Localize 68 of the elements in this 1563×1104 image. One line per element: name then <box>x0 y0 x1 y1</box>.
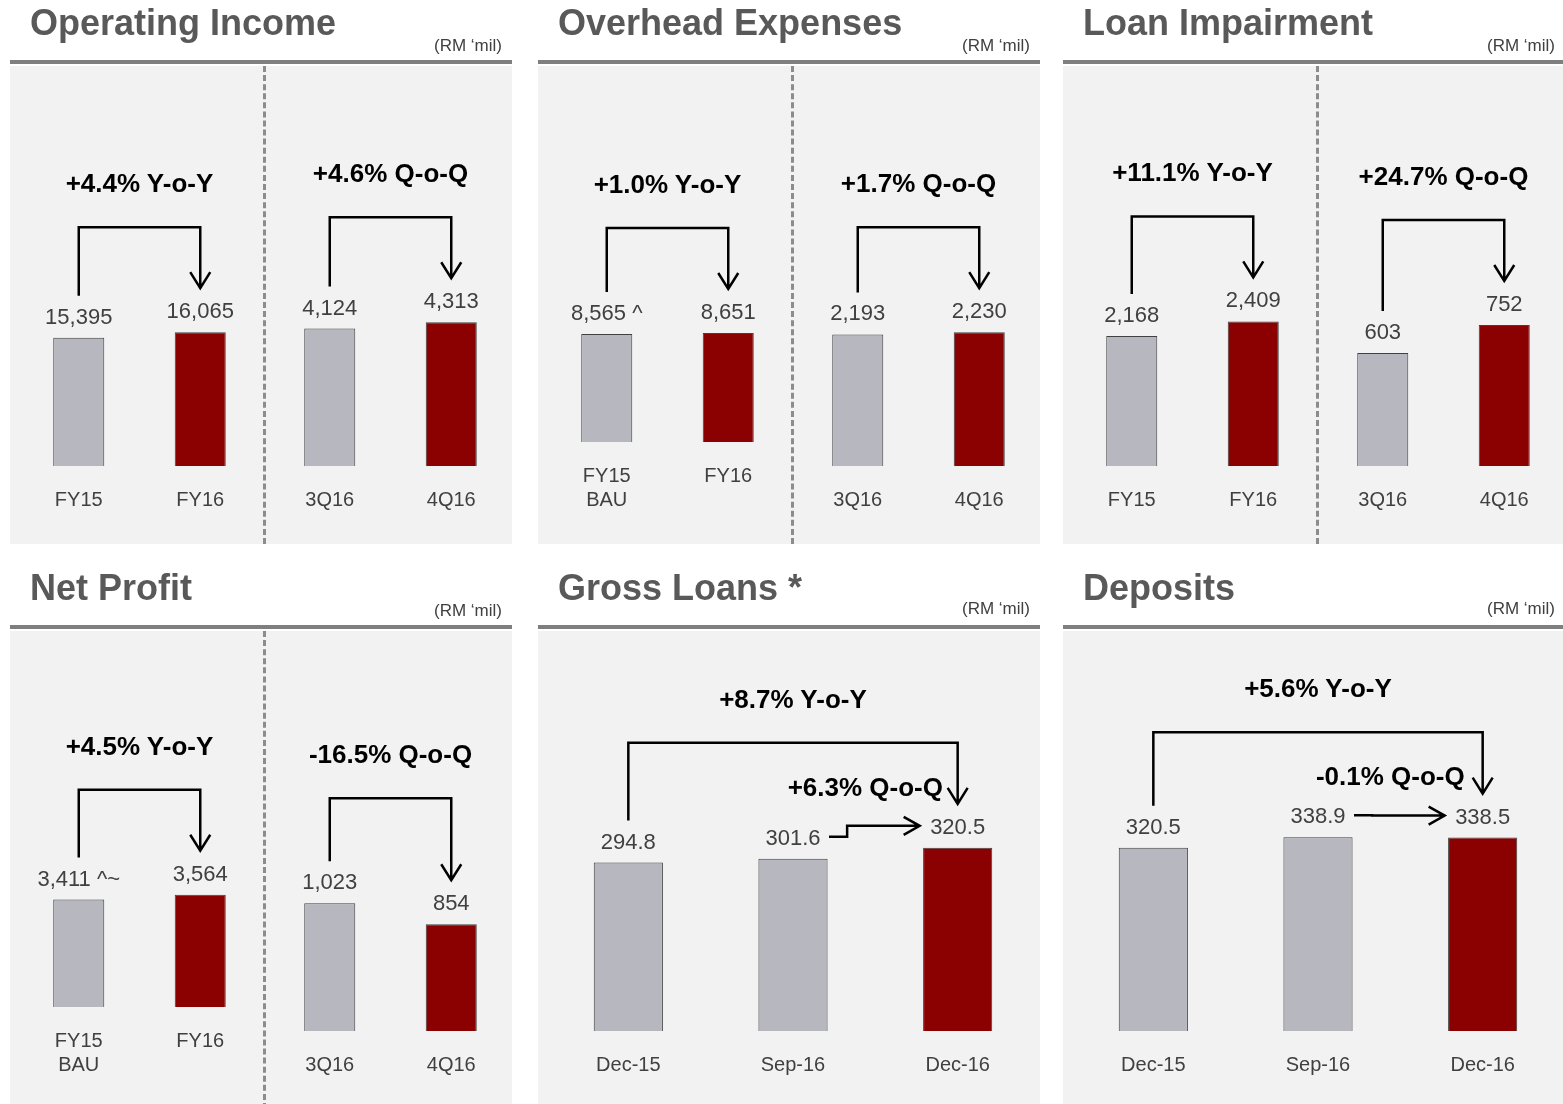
text: +11.1% Y-o-Y <box>1112 157 1273 188</box>
x-tick-label: 4Q16 <box>426 487 476 510</box>
data-label: 2,168 <box>1104 301 1160 327</box>
data-label: 294.8 <box>600 828 656 854</box>
x-tick-label: 4Q16 <box>426 1052 476 1075</box>
chart-title: Gross Loans * <box>558 567 803 609</box>
data-label: 16,065 <box>166 298 234 324</box>
x-tick-label: 4Q16 <box>954 487 1004 510</box>
data-label: 752 <box>1485 291 1523 316</box>
x-tick-label: 4Q16 <box>1479 487 1529 510</box>
text: -0.1% Q-o-Q <box>1315 761 1465 792</box>
x-tick-label: 3Q16 <box>833 487 883 510</box>
text: -16.5% Q-o-Q <box>308 739 473 770</box>
chart-subtitle: (RM ‘mil) <box>1487 36 1555 56</box>
x-tick-label: 3Q16 <box>305 487 355 510</box>
x-tick-label: FY15 <box>54 487 103 510</box>
data-label: 2,193 <box>830 300 886 326</box>
data-label: 338.9 <box>1290 803 1346 829</box>
chart-title: Net Profit <box>30 567 192 609</box>
data-label: 301.6 <box>765 824 821 850</box>
data-label: 4,313 <box>423 288 479 314</box>
text: +1.0% Y-o-Y <box>593 169 742 199</box>
data-label: 320.5 <box>930 813 986 839</box>
data-label: 4,124 <box>302 294 358 320</box>
data-label: 338.5 <box>1455 803 1511 829</box>
chart-subtitle: (RM ‘mil) <box>1487 599 1555 619</box>
text: +4.5% Y-o-Y <box>65 730 214 761</box>
text: +4.4% Y-o-Y <box>65 168 214 199</box>
chart-title: Loan Impairment <box>1083 2 1374 44</box>
data-label: 320.5 <box>1125 813 1181 839</box>
data-label: 15,395 <box>45 303 113 329</box>
text: +24.7% Q-o-Q <box>1358 161 1529 191</box>
chart-subtitle: (RM ‘mil) <box>434 601 502 621</box>
x-tick-label: FY16 <box>704 463 753 486</box>
text: +8.7% Y-o-Y <box>719 683 867 714</box>
chart-title: Deposits <box>1083 567 1236 609</box>
data-label: 603 <box>1364 318 1402 344</box>
x-tick-label: FY15 BAU <box>582 463 631 510</box>
x-tick-label: Dec-15 <box>596 1052 661 1075</box>
chart-subtitle: (RM ‘mil) <box>434 36 502 56</box>
x-tick-label: FY16 <box>176 487 225 510</box>
data-label: 3,411 ^~ <box>37 865 121 891</box>
x-tick-label: FY15 BAU <box>54 1028 103 1075</box>
text: +6.3% Q-o-Q <box>787 771 943 802</box>
x-tick-label: Dec-15 <box>1121 1052 1186 1075</box>
x-tick-label: Dec-16 <box>925 1052 990 1075</box>
x-tick-label: Dec-16 <box>1450 1052 1515 1075</box>
chart-title: Operating Income <box>30 2 337 44</box>
x-tick-label: FY16 <box>1229 487 1278 510</box>
text: +1.7% Q-o-Q <box>840 168 997 199</box>
x-tick-label: FY15 <box>1107 487 1156 510</box>
x-tick-label: 3Q16 <box>305 1052 355 1075</box>
data-label: 2,230 <box>951 298 1007 324</box>
data-label: 1,023 <box>302 869 358 895</box>
data-label: 8,651 <box>700 299 756 324</box>
data-label: 3,564 <box>172 860 228 886</box>
chart-title: Overhead Expenses <box>558 2 903 44</box>
text: +5.6% Y-o-Y <box>1244 673 1392 704</box>
chart-subtitle: (RM ‘mil) <box>962 36 1030 56</box>
chart-subtitle: (RM ‘mil) <box>962 599 1030 619</box>
data-label: 2,409 <box>1225 287 1281 313</box>
x-tick-label: 3Q16 <box>1358 487 1408 510</box>
data-label: 854 <box>432 890 470 916</box>
data-label: 8,565 ^ <box>571 300 644 326</box>
text: +4.6% Q-o-Q <box>312 158 469 189</box>
x-tick-label: FY16 <box>176 1028 225 1051</box>
x-tick-label: Sep-16 <box>1285 1052 1351 1075</box>
x-tick-label: Sep-16 <box>760 1052 826 1075</box>
